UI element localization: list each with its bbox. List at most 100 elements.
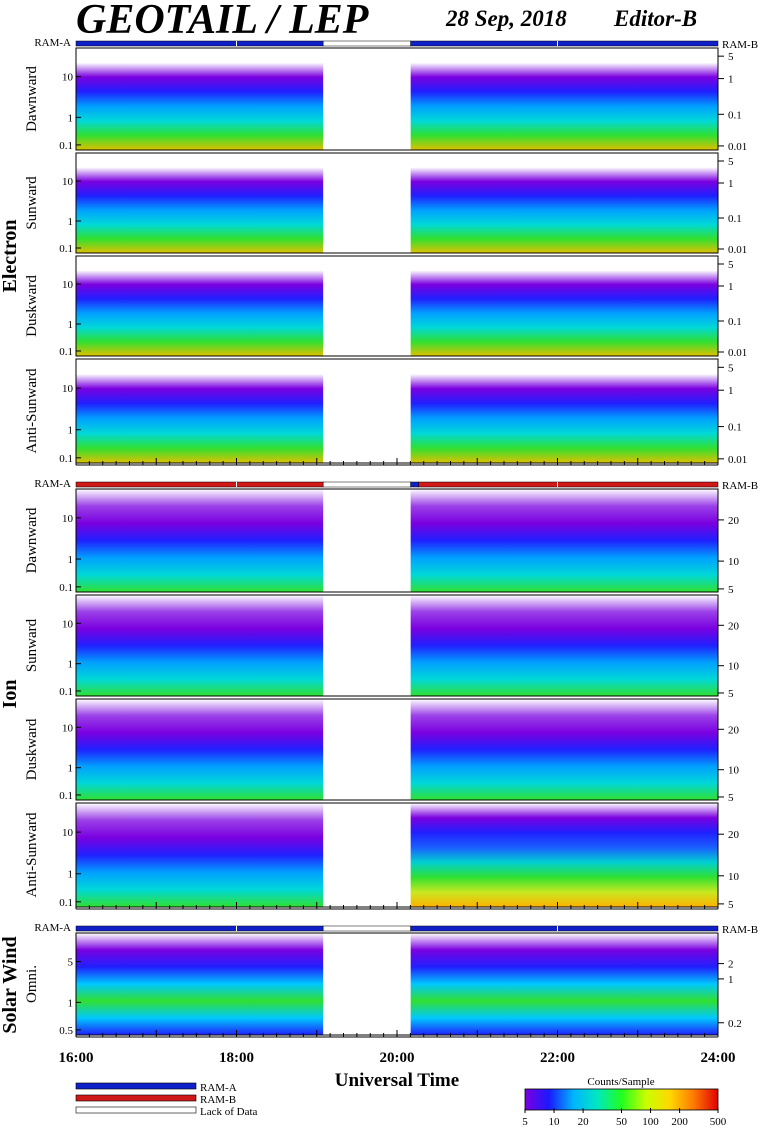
ram-segment	[75, 925, 324, 932]
y-left-tick-label: 0.1	[59, 790, 73, 802]
y-right-tick-label: 5	[728, 362, 734, 374]
spectrogram-data-before-gap	[76, 489, 324, 592]
panel-label: Duskward	[24, 275, 40, 337]
ram-mode-bar	[75, 40, 719, 47]
y-right-tick-label: 0.1	[728, 213, 742, 225]
time-axis	[75, 902, 719, 910]
y-left-tick-label: 1	[68, 319, 74, 331]
figure-date: 28 Sep, 2018	[445, 6, 567, 31]
legend-swatch-ram-a	[75, 1082, 197, 1090]
ram-segment	[75, 481, 324, 488]
figure-editor: Editor-B	[613, 6, 697, 31]
y-right-tick-label: 1	[728, 74, 734, 86]
y-left-tick-label: 0.1	[59, 686, 73, 698]
ram-left-label: RAM-A	[34, 478, 71, 490]
spectrogram-panel: 10 1 0.1 5 1 0.1 0.01 Dawnward	[24, 47, 747, 153]
spectrogram-data-after-gap	[410, 48, 718, 150]
y-left-tick-label: 0.1	[59, 346, 73, 358]
panel-label: Omni.	[24, 965, 40, 1003]
colorbar-tick-label: 20	[578, 1116, 590, 1128]
y-left-tick-label: 0.5	[59, 1025, 73, 1037]
colorbar: Counts/Sample 5 10 20 50 100 200 500	[522, 1076, 727, 1128]
colorbar-gradient	[524, 1088, 719, 1111]
legend-swatch-lack-of-data	[75, 1106, 197, 1114]
y-left-tick-label: 0.1	[59, 140, 73, 152]
x-axis-title: Universal Time	[335, 1070, 459, 1091]
spectrogram-data-after-gap	[410, 803, 718, 907]
spectrogram-panel: 10 1 0.1 20 10 5 Sunward	[24, 594, 740, 700]
spectrogram-panel: 10 1 0.1 20 10 5 Anti-Sunward	[24, 802, 740, 911]
legend-label-ram-b: RAM-B	[200, 1094, 236, 1106]
spectrogram-data-after-gap	[410, 489, 718, 592]
x-tick-label: 16:00	[59, 1050, 94, 1066]
y-left-tick-label: 5	[68, 957, 74, 969]
y-right-tick-label: 20	[728, 829, 740, 841]
y-right-tick-label: 5	[728, 51, 734, 63]
spectrogram-data-before-gap	[76, 595, 324, 696]
panel-frame	[75, 488, 719, 593]
spectrogram-data-after-gap	[410, 699, 718, 800]
y-right-tick-label: 10	[728, 765, 740, 777]
spectrogram-data-before-gap	[76, 256, 324, 356]
panel-label: Dawnward	[24, 66, 40, 132]
y-left-tick-label: 10	[62, 176, 74, 188]
y-right-tick-label: 1	[728, 281, 734, 293]
spectrogram-data-before-gap	[76, 359, 324, 463]
y-right-tick-label: 0.01	[728, 244, 747, 256]
y-left-tick-label: 1	[68, 659, 74, 671]
particle-group-label: Electron	[0, 220, 21, 293]
y-left-tick-label: 1	[68, 112, 74, 124]
panel-frame	[75, 152, 719, 254]
spectrogram-panel: 10 1 0.1 20 10 5 Dawnward	[24, 488, 740, 596]
ram-segment	[410, 481, 419, 488]
legend-swatch-ram-b	[75, 1094, 197, 1102]
lack-of-data-segment	[322, 40, 411, 47]
ram-left-label: RAM-A	[34, 37, 71, 49]
time-axis	[75, 458, 719, 466]
spectrogram-panel: 10 1 0.1 20 10 5 Duskward	[24, 698, 740, 804]
colorbar-tick-label: 10	[549, 1116, 561, 1128]
y-right-tick-label: 10	[728, 556, 740, 568]
x-tick-label: 24:00	[701, 1050, 736, 1066]
colorbar-tick-label: 500	[710, 1116, 727, 1128]
y-left-tick-label: 0.1	[59, 453, 73, 465]
y-right-tick-label: 0.1	[728, 422, 742, 434]
y-left-tick-label: 10	[62, 383, 74, 395]
legend-label-ram-a: RAM-A	[200, 1082, 237, 1094]
spectrogram-data-after-gap	[410, 153, 718, 253]
panel-label: Anti-Sunward	[24, 812, 40, 897]
lack-of-data-segment	[322, 925, 411, 932]
ram-segment	[410, 925, 719, 932]
panel-label: Sunward	[24, 618, 40, 672]
time-axis	[75, 1030, 719, 1038]
x-tick-label: 22:00	[540, 1050, 575, 1066]
y-left-tick-label: 0.1	[59, 897, 73, 909]
ram-mode-bar	[75, 481, 719, 488]
panel-frame	[75, 594, 719, 697]
y-left-tick-label: 10	[62, 827, 74, 839]
y-right-tick-label: 10	[728, 661, 740, 673]
lack-of-data-segment	[322, 481, 411, 488]
y-right-tick-label: 0.01	[728, 454, 747, 466]
y-left-tick-label: 0.1	[59, 582, 73, 594]
figure-title: GEOTAIL / LEP	[76, 0, 369, 43]
y-right-tick-label: 0.01	[728, 141, 747, 153]
y-right-tick-label: 0.1	[728, 109, 742, 121]
y-left-tick-label: 1	[68, 997, 74, 1009]
y-left-tick-label: 10	[62, 279, 74, 291]
y-left-tick-label: 1	[68, 425, 74, 437]
y-left-tick-label: 1	[68, 554, 74, 566]
spectrogram-data-after-gap	[410, 933, 718, 1035]
spectrogram-data-after-gap	[410, 359, 718, 463]
colorbar-tick-label: 5	[522, 1116, 528, 1128]
panel-label: Sunward	[24, 176, 40, 230]
y-right-tick-label: 1	[728, 178, 734, 190]
y-left-tick-label: 0.1	[59, 243, 73, 255]
panel-frame	[75, 698, 719, 801]
ram-segment	[75, 40, 324, 47]
panel-label: Dawnward	[24, 507, 40, 573]
y-right-tick-label: 5	[728, 259, 734, 271]
colorbar-title: Counts/Sample	[587, 1076, 654, 1088]
y-right-tick-label: 5	[728, 156, 734, 168]
